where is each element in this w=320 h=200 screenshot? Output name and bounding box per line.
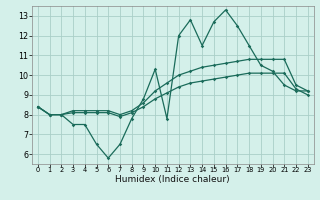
X-axis label: Humidex (Indice chaleur): Humidex (Indice chaleur) — [116, 175, 230, 184]
